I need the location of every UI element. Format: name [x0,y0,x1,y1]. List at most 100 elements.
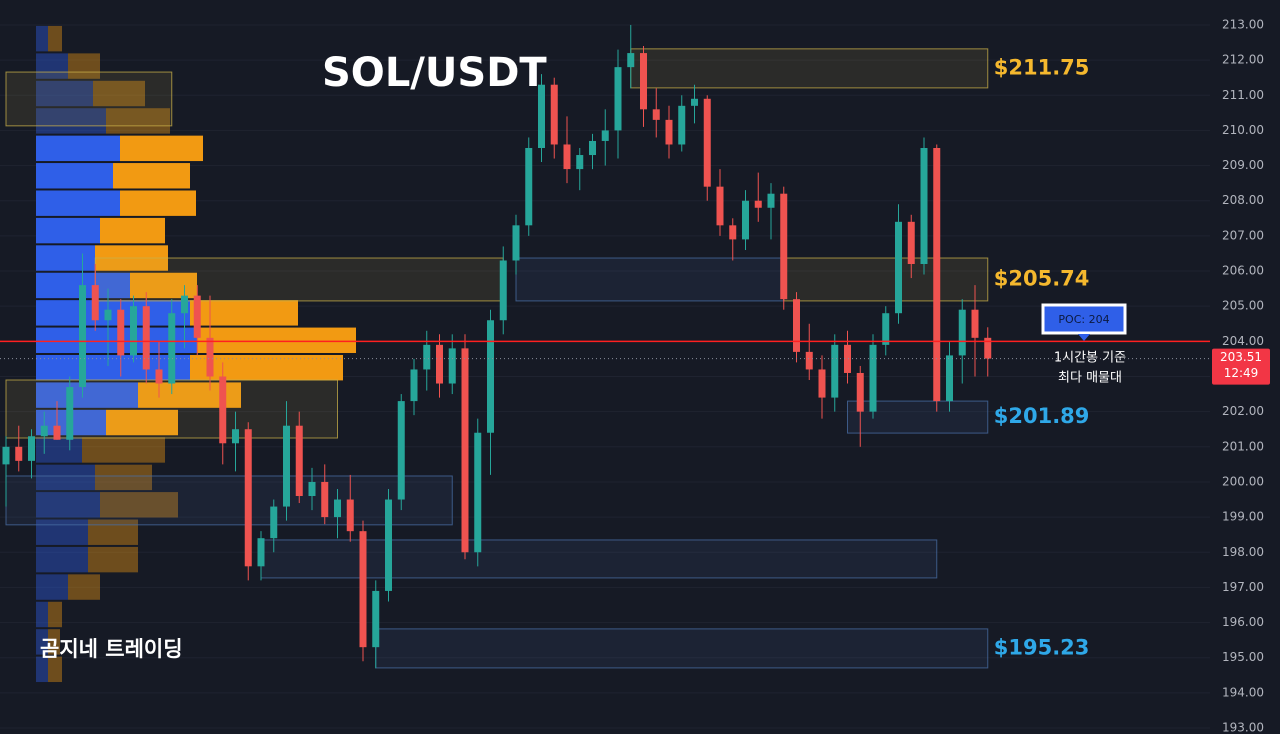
profile-buy-bar [36,492,100,518]
last-price-label: 203.51 [1220,350,1262,364]
candle-body [652,109,660,120]
profile-sell-bar [68,574,100,600]
profile-buy-bar [36,437,82,463]
y-tick-label: 204.00 [1222,334,1264,348]
candle-body [66,387,74,440]
profile-sell-bar [88,546,138,573]
profile-buy-bar [36,656,48,683]
candle-body [91,285,99,321]
candle-body [487,320,494,433]
candle-body [2,446,10,465]
y-tick-label: 201.00 [1222,439,1264,453]
y-tick-label: 208.00 [1222,193,1264,207]
candle-body [461,348,469,553]
profile-sell-bar [113,163,190,189]
candle-body [346,499,354,532]
candle-body [79,285,86,388]
zone [5,71,173,127]
y-tick-label: 195.00 [1222,650,1264,664]
profile-sell-bar [48,601,62,628]
candle-body [767,193,775,208]
candle-body [104,309,112,321]
candle-body [436,344,443,384]
poc-pointer [1078,334,1090,341]
profile-buy-bar [36,53,68,79]
candle-body [53,425,61,440]
zone-label: $205.74 [994,266,1090,290]
profile-buy-bar [36,546,88,573]
candle-body [448,348,456,384]
candle-body [410,369,418,402]
chart-title: SOL/USDT [322,50,547,96]
profile-buy-bar [36,217,100,244]
candle-body [589,140,596,156]
candle-body [601,130,609,141]
profile-sell-bar [100,492,178,518]
candle-body [499,260,507,321]
profile-buy-bar [36,190,120,216]
candle-body [716,186,724,226]
last-price-tag [1212,348,1270,385]
y-tick-label: 197.00 [1222,580,1264,594]
candle-body [665,119,673,145]
candle-body [640,53,647,110]
candle-body [984,337,992,359]
profile-buy-bar [36,135,120,162]
profile-sell-bar [120,190,196,216]
candle-body [117,309,125,356]
poc-note: 1시간봉 기준 [1054,351,1126,366]
candle-body [703,98,711,187]
profile-sell-bar [130,272,197,299]
candle-body [844,344,851,373]
candle-body [946,355,953,402]
y-tick-label: 210.00 [1222,123,1264,137]
candle-body [193,295,201,338]
candle-body [168,313,176,384]
profile-sell-bar [95,464,152,491]
candle-body [232,429,239,444]
y-tick-label: 209.00 [1222,158,1264,172]
candle-body [15,446,23,461]
candle-body [907,221,915,265]
candle-body [372,590,380,648]
y-tick-label: 205.00 [1222,299,1264,313]
poc-note: 최다 매물대 [1058,371,1122,386]
candle-body [474,432,482,553]
profile-buy-bar [36,300,190,326]
y-tick-label: 198.00 [1222,545,1264,559]
profile-buy-bar [36,601,48,628]
profile-sell-bar [48,656,62,683]
candle-body [550,84,558,145]
profile-sell-bar [197,327,356,353]
profile-sell-bar [88,519,138,545]
candle-body [244,429,252,567]
zone [847,400,989,434]
y-tick-label: 207.00 [1222,228,1264,242]
candle-body [512,225,520,261]
profile-buy-bar [36,163,113,189]
profile-buy-bar [36,519,88,545]
y-tick-label: 202.00 [1222,404,1264,418]
profile-sell-bar [48,25,62,52]
candle-body [614,67,622,131]
countdown-label: 12:49 [1224,366,1259,380]
candle-body [321,481,329,518]
watermark: 곰지네 트레이딩 [40,637,183,661]
candle-body [678,105,686,145]
candle-body [155,369,163,384]
candle-body [882,313,890,345]
profile-sell-bar [106,108,170,134]
candle-body [780,193,788,300]
y-tick-label: 194.00 [1222,685,1264,699]
candle-body [130,306,137,356]
profile-sell-bar [48,629,60,655]
zone [94,257,504,302]
zone-label: $201.89 [994,404,1090,428]
candle-body [295,425,303,497]
candle-body [385,499,392,591]
profile-sell-bar [68,53,100,79]
y-tick-label: 200.00 [1222,474,1264,488]
candle-body [742,200,749,240]
y-tick-label: 212.00 [1222,53,1264,67]
